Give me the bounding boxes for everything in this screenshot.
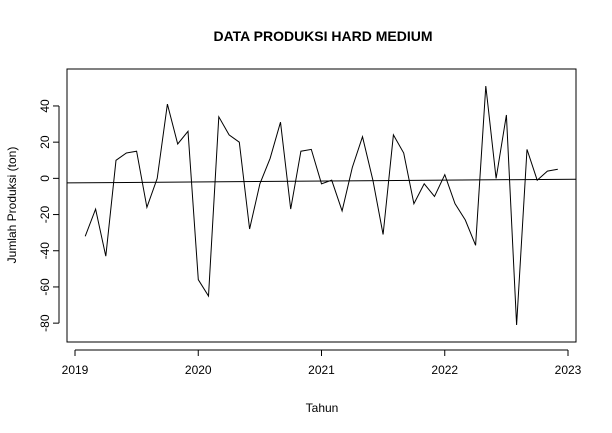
y-tick-label: 20 [38,135,52,149]
y-axis-label: Jumlah Produksi (ton) [5,147,19,264]
y-tick-label: 40 [38,99,52,113]
x-axis: 2019 2020 2021 2022 2023 [62,349,582,377]
series-line [84,85,558,326]
y-tick-label: -20 [38,206,52,224]
y-tick-label: 0 [38,175,52,182]
x-tick-label: 2022 [431,363,458,377]
series-group [66,85,577,326]
x-tick-label: 2020 [185,363,212,377]
y-tick-label: -80 [38,314,52,332]
x-axis-label: Tahun [306,401,339,415]
chart-title: DATA PRODUKSI HARD MEDIUM [213,28,432,44]
y-axis: 40 20 0 -20 -40 -60 -80 [38,99,60,332]
x-tick-label: 2021 [308,363,335,377]
x-tick-label: 2019 [62,363,89,377]
y-tick-label: -40 [38,242,52,260]
y-tick-label: -60 [38,278,52,296]
x-tick-label: 2023 [555,363,582,377]
trend-line [66,178,577,184]
plot-area [66,68,577,343]
